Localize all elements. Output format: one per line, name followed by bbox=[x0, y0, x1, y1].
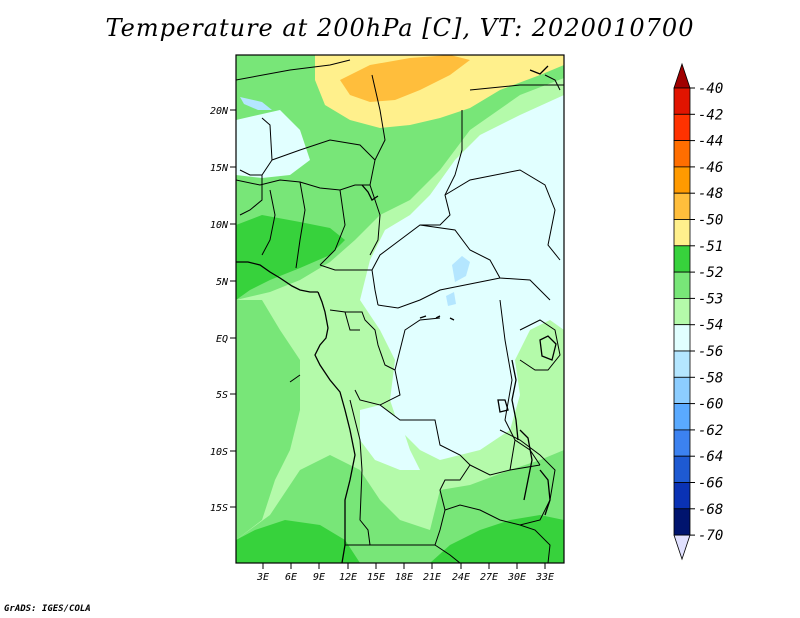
lat-tick-label: EQ bbox=[216, 334, 228, 345]
lat-tick-label: 10N bbox=[210, 220, 229, 231]
colorbar-label: -54 bbox=[698, 318, 723, 334]
longitude-axis: 3E 6E 9E 12E 15E 18E 21E 24E 27E 30E 33E bbox=[256, 563, 554, 583]
lon-tick-label: 27E bbox=[480, 572, 498, 583]
colorbar-label: -51 bbox=[698, 239, 723, 255]
colorbar-arrow-top bbox=[673, 62, 691, 89]
lon-tick-label: 6E bbox=[285, 572, 297, 583]
colorbar-label: -42 bbox=[698, 107, 723, 123]
chart-title: Temperature at 200hPa [C], VT: 202001070… bbox=[105, 14, 695, 42]
lon-tick-label: 12E bbox=[339, 572, 357, 583]
lat-tick-label: 5S bbox=[216, 390, 228, 401]
lat-tick-label: 10S bbox=[210, 447, 228, 458]
colorbar-swatch bbox=[673, 376, 691, 404]
lat-tick-label: 15S bbox=[210, 503, 228, 514]
colorbar-label: -40 bbox=[698, 81, 723, 97]
colorbar-label: -44 bbox=[698, 134, 723, 150]
lon-tick-label: 3E bbox=[256, 572, 269, 583]
lat-tick-label: 5N bbox=[216, 277, 229, 288]
temperature-band-darkgreen-southeast bbox=[430, 515, 564, 563]
colorbar-swatch bbox=[673, 192, 691, 220]
lon-tick-label: 24E bbox=[452, 572, 470, 583]
lon-tick-label: 18E bbox=[395, 572, 413, 583]
colorbar-swatch bbox=[673, 87, 691, 115]
colorbar-swatch bbox=[673, 245, 691, 273]
colorbar-swatch bbox=[673, 140, 691, 168]
temperature-band-green-west bbox=[236, 300, 300, 540]
map-frame bbox=[235, 54, 565, 564]
lon-tick-label: 9E bbox=[313, 572, 325, 583]
lon-tick-label: 30E bbox=[507, 572, 526, 583]
colorbar-swatch bbox=[673, 219, 691, 247]
country-borders bbox=[236, 59, 564, 563]
colorbar-swatch bbox=[673, 350, 691, 378]
colorbar-swatch bbox=[673, 455, 691, 483]
footer-credit: GrADS: IGES/COLA bbox=[4, 604, 91, 614]
colorbar-swatch bbox=[673, 403, 691, 431]
lon-tick-label: 15E bbox=[367, 572, 385, 583]
colorbar-label: -52 bbox=[698, 265, 723, 281]
colorbar-label: -48 bbox=[698, 186, 723, 202]
colorbar-label: -64 bbox=[698, 449, 723, 465]
temperature-band-orange-north bbox=[340, 55, 470, 102]
temperature-band-darkgreen-south bbox=[236, 520, 360, 563]
temperature-patch-lightblue-small bbox=[446, 292, 456, 306]
colorbar-label: -62 bbox=[698, 423, 723, 439]
colorbar-swatch bbox=[673, 482, 691, 510]
colorbar-legend: -40 -42 -44 -46 -48 -50 -51 -52 -53 -54 -56 -58 -60 -… bbox=[673, 62, 723, 561]
colorbar-label: -46 bbox=[698, 160, 723, 176]
colorbar-label: -66 bbox=[698, 476, 723, 492]
colorbar-swatch bbox=[673, 429, 691, 457]
colorbar-swatch bbox=[673, 324, 691, 352]
colorbar-swatch bbox=[673, 113, 691, 142]
colorbar-label: -60 bbox=[698, 397, 723, 413]
coastlines-and-lakes bbox=[236, 65, 557, 563]
colorbar-label: -68 bbox=[698, 502, 723, 518]
colorbar-swatch bbox=[673, 271, 691, 299]
temperature-band-darkgreen-west bbox=[236, 215, 345, 300]
lon-tick-label: 21E bbox=[423, 572, 441, 583]
colorbar-label: -50 bbox=[698, 213, 723, 229]
lat-tick-label: 20N bbox=[210, 106, 229, 117]
lat-tick-label: 15N bbox=[210, 163, 229, 174]
colorbar-swatch bbox=[673, 508, 691, 536]
colorbar-label: -58 bbox=[698, 370, 723, 386]
colorbar-swatch bbox=[673, 166, 691, 194]
colorbar-label: -56 bbox=[698, 344, 723, 360]
temperature-band-cyan-south bbox=[360, 405, 420, 470]
colorbar-label: -53 bbox=[698, 291, 723, 307]
colorbar-swatch bbox=[673, 297, 691, 326]
lon-tick-label: 33E bbox=[535, 572, 554, 583]
colorbar-label: -70 bbox=[698, 528, 723, 544]
map-panel bbox=[236, 55, 564, 563]
temperature-band-cyan-northwest bbox=[236, 110, 310, 178]
temperature-patch-lightblue-northwest bbox=[240, 97, 272, 110]
temperature-patch-lightblue-lake bbox=[452, 256, 470, 282]
latitude-axis: 20N 15N 10N 5N EQ 5S 10S 15S bbox=[210, 106, 236, 514]
colorbar-arrow-bottom bbox=[673, 534, 691, 561]
